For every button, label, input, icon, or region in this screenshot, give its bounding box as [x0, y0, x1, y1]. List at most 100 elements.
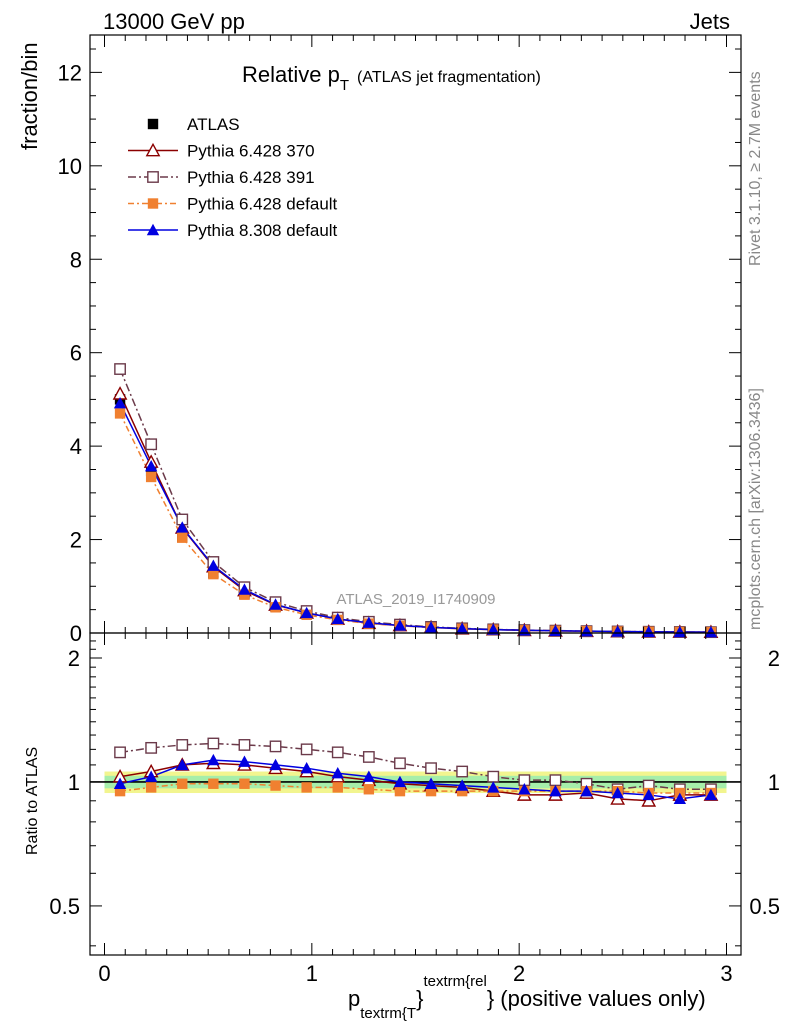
series-point: [300, 606, 313, 619]
header-collision-energy: 13000 GeV pp: [103, 9, 245, 34]
ratio-point: [456, 785, 468, 797]
series-point: [238, 583, 251, 595]
series-point: [177, 532, 188, 543]
ratio-point: [549, 784, 562, 797]
ratio-point: [394, 785, 406, 797]
series-point: [331, 612, 344, 625]
ratio-point: [269, 740, 282, 753]
ratio-point: [331, 767, 344, 779]
y-tick-label: 0: [70, 621, 82, 646]
ratio-y-tick-label: 2: [68, 646, 80, 671]
rivet-version-label: Rivet 3.1.10, ≥ 2.7M events: [747, 71, 764, 266]
legend-label: Pythia 8.308 default: [187, 221, 338, 240]
ratio-y-tick-label-right: 0.5: [749, 894, 780, 919]
legend-label: Pythia 6.428 370: [187, 142, 315, 161]
ratio-point: [487, 770, 500, 783]
series-point: [704, 625, 718, 638]
source-label: mcplots.cern.ch [arXiv:1306.3436]: [747, 388, 764, 630]
chart-title: Relative pT (ATLAS jet fragmentation) ATL…: [242, 62, 541, 608]
ratio-point: [114, 746, 126, 759]
x-tick-label: 2: [513, 961, 525, 986]
ratio-point: [331, 746, 344, 759]
x-axis-label: ptextrm{T}textrm{rel} (positive values o…: [348, 973, 706, 1022]
ratio-point: [207, 753, 220, 766]
y-tick-label: 2: [70, 528, 82, 553]
y-tick-label: 6: [70, 341, 82, 366]
ratio-point: [456, 765, 469, 778]
ratio-point: [362, 770, 376, 782]
ratio-point: [208, 778, 219, 789]
ratio-point: [425, 785, 437, 797]
ratio-point: [487, 781, 500, 793]
ratio-point: [673, 792, 687, 805]
ratio-point: [207, 737, 220, 750]
ratio-point: [362, 751, 375, 763]
ratio-point: [425, 762, 437, 775]
series-point: [208, 568, 219, 580]
series-point: [144, 460, 158, 472]
legend-marker: [146, 223, 160, 236]
chart-title-main: Relative p: [242, 62, 340, 87]
x-axis-label-p: p: [348, 986, 360, 1011]
ratio-y-tick-label: 0.5: [49, 894, 80, 919]
analysis-watermark: ATLAS_2019_I1740909: [336, 591, 495, 608]
ratio-point: [642, 788, 655, 801]
series-point: [114, 363, 126, 375]
ratio-point: [269, 758, 282, 771]
legend: ATLAS Pythia 6.428 370 Pythia 6.428 391 Pyt…: [128, 115, 338, 240]
series-point: [487, 623, 500, 635]
ratio-point: [238, 739, 251, 751]
chart-title-text: Relative pT (ATLAS jet fragmentation): [242, 62, 541, 94]
ratio-point: [145, 741, 158, 754]
header: 13000 GeV pp Jets: [103, 9, 730, 34]
ratio-point: [704, 788, 718, 801]
y-tick-label: 8: [70, 247, 82, 272]
side-labels: Rivet 3.1.10, ≥ 2.7M events mcplots.cern…: [747, 71, 764, 630]
ratio-point: [332, 782, 343, 793]
ratio-point: [301, 782, 312, 793]
ratio-y-tick-label-right: 2: [768, 646, 780, 671]
series-point: [145, 471, 157, 483]
ratio-point: [363, 784, 375, 795]
series-point: [269, 598, 282, 610]
header-process: Jets: [690, 9, 730, 34]
series-point: [673, 625, 687, 638]
ratio-point: [455, 779, 469, 791]
ratio-point: [518, 783, 531, 795]
legend-marker: [145, 142, 161, 157]
ratio-point: [176, 758, 189, 771]
ratio-point: [424, 777, 438, 789]
series-point: [176, 521, 189, 533]
x-axis-label-sub: textrm{T: [360, 1005, 416, 1022]
ratio-point: [270, 780, 281, 791]
x-tick-label: 3: [720, 961, 732, 986]
series-point: [424, 621, 438, 633]
y-tick-label: 12: [58, 60, 82, 85]
series-point: [611, 625, 624, 637]
ratio-point: [238, 755, 251, 767]
ratio-axis-label: Ratio to ATLAS: [24, 747, 41, 855]
ratio-point: [641, 793, 657, 807]
series-point: [207, 559, 220, 571]
x-tick-label: 0: [98, 961, 110, 986]
ratio-point: [177, 778, 188, 789]
legend-marker: [147, 118, 159, 130]
ratio-point: [300, 743, 313, 756]
ratio-y-tick-label: 1: [68, 770, 80, 795]
x-tick-label: 1: [306, 961, 318, 986]
axis-labels: fraction/bin Ratio to ATLAS ptextrm{T}te…: [17, 42, 706, 1022]
x-axis-label-brace: }: [416, 986, 423, 1011]
x-axis-label-sup: textrm{rel: [423, 973, 486, 990]
series-point: [113, 396, 127, 409]
ratio-point: [611, 786, 624, 799]
legend-label: ATLAS: [187, 115, 240, 134]
ratio-panel-series: [112, 737, 719, 807]
ratio-point: [176, 739, 189, 751]
y-tick-label: 4: [70, 434, 82, 459]
x-axis-label-rest: } (positive values only): [487, 986, 706, 1011]
main-panel-series: [112, 363, 719, 639]
y-tick-label: 10: [58, 154, 82, 179]
chart-title-suffix: (ATLAS jet fragmentation): [357, 69, 541, 86]
